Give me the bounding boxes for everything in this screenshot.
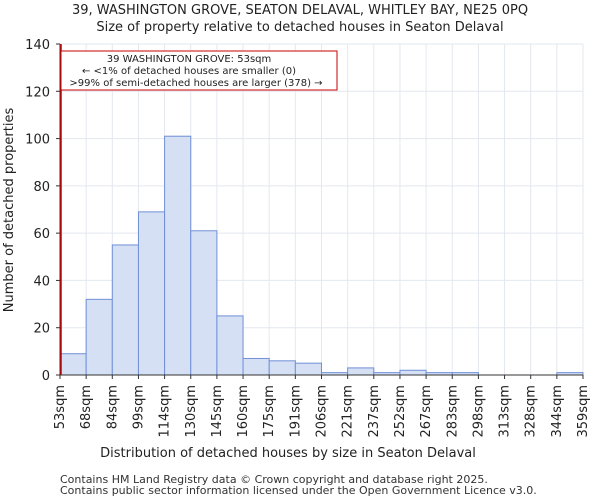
y-tick-label: 20 [33, 322, 50, 337]
histogram-bar [347, 367, 375, 376]
x-tick-label: 99sqm [131, 385, 146, 429]
x-tick-label: 175sqm [262, 385, 277, 438]
histogram-bar [164, 135, 192, 376]
x-tick-label: 267sqm [419, 385, 434, 438]
y-tick-label: 140 [25, 38, 50, 53]
histogram-bar [399, 369, 427, 376]
x-tick-label: 145sqm [210, 385, 225, 438]
histogram-bar [190, 230, 218, 376]
histogram-bar [242, 357, 270, 376]
x-tick-labels: 53sqm 68sqm 84sqm 99sqm 114sqm 130sqm 145sqm 16… [53, 375, 591, 438]
x-tick-label: 160sqm [236, 385, 251, 438]
x-tick-label: 298sqm [471, 385, 486, 438]
x-tick-label: 114sqm [158, 385, 173, 438]
x-tick-label: 359sqm [576, 385, 591, 438]
x-tick-label: 53sqm [53, 385, 68, 429]
x-tick-label: 328sqm [524, 385, 539, 438]
histogram-bar [216, 315, 244, 376]
y-tick-label: 0 [42, 369, 50, 384]
x-tick-label: 283sqm [445, 385, 460, 438]
histogram-bar [137, 211, 166, 376]
y-tick-label: 120 [25, 85, 50, 100]
histogram-bar [111, 244, 139, 376]
annotation-line-3: >99% of semi-detached houses are larger … [69, 78, 322, 89]
annotation-line-2: ← <1% of detached houses are smaller (0) [82, 66, 296, 77]
x-tick-label: 206sqm [315, 385, 330, 438]
histogram-bar [85, 298, 113, 376]
y-tick-labels: 0 20 40 60 80 100 120 140 [25, 38, 60, 384]
annotation-frame [60, 50, 338, 91]
footer-copyright: Contains HM Land Registry data © Crown c… [60, 473, 488, 486]
y-tick-label: 80 [33, 180, 50, 195]
x-tick-label: 84sqm [105, 385, 120, 429]
y-tick-label: 60 [33, 227, 50, 242]
y-tick-label: 40 [33, 274, 50, 289]
x-tick-label: 130sqm [184, 385, 199, 438]
chart-title: 39, WASHINGTON GROVE, SEATON DELAVAL, WH… [72, 3, 528, 18]
footer-licence: Contains public sector information licen… [60, 484, 537, 497]
annotation-line-1: 39 WASHINGTON GROVE: 53sqm [107, 54, 272, 65]
annotation-box: 39 WASHINGTON GROVE: 53sqm ← <1% of deta… [60, 50, 338, 91]
x-tick-label: 68sqm [79, 385, 94, 429]
x-tick-label: 191sqm [288, 385, 303, 438]
histogram-bar [294, 362, 323, 376]
chart-subtitle: Size of property relative to detached ho… [96, 20, 503, 35]
y-tick-label: 100 [25, 133, 50, 148]
x-tick-label: 221sqm [341, 385, 356, 438]
y-axis-label: Number of detached properties [2, 108, 17, 313]
histogram-bar [268, 360, 296, 376]
x-tick-label: 237sqm [367, 385, 382, 438]
x-tick-label: 344sqm [550, 385, 565, 438]
x-axis-label: Distribution of detached houses by size … [100, 446, 476, 461]
histogram-bar [59, 353, 87, 376]
x-tick-label: 313sqm [498, 385, 513, 438]
bars [59, 135, 584, 376]
x-tick-label: 252sqm [393, 385, 408, 438]
